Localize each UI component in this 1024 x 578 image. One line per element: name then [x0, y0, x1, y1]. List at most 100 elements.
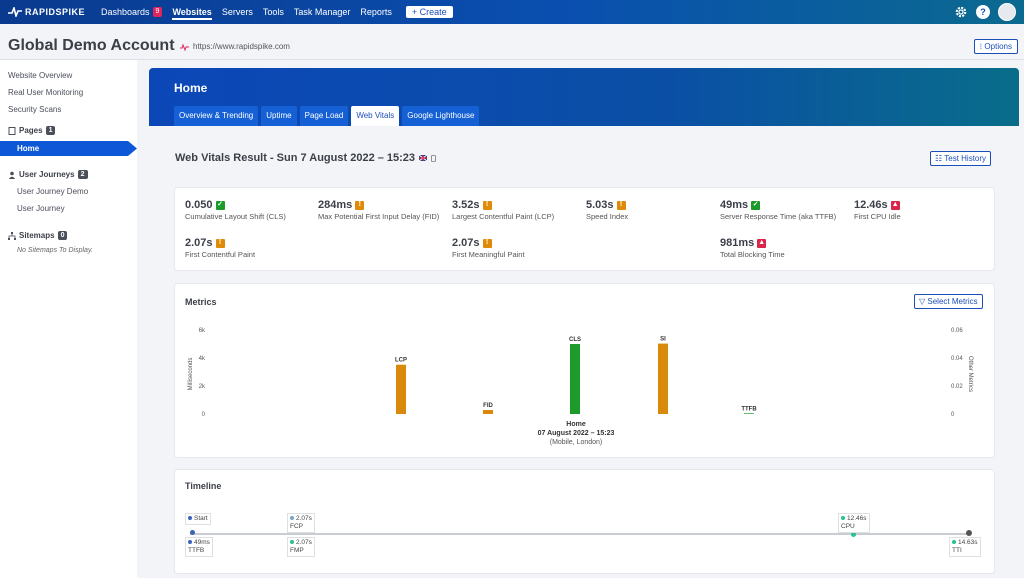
site-url[interactable]: https://www.rapidspike.com	[180, 42, 290, 51]
timeline-cpu-marker	[851, 532, 856, 537]
x-caption-location: (Mobile, London)	[550, 439, 603, 446]
vital-fcp-value: 2.07s	[185, 237, 213, 249]
sitemaps-label: Sitemaps	[19, 231, 55, 240]
y-tick-6k: 6k	[199, 328, 206, 334]
timeline-fmp-label: FMP	[290, 547, 304, 554]
help-icon[interactable]: ?	[976, 5, 990, 19]
uk-flag-icon	[419, 155, 428, 161]
select-metrics-button[interactable]: ▽ Select Metrics	[914, 294, 983, 309]
vital-si-label: Speed Index	[586, 212, 629, 221]
timeline-tti-marker	[966, 530, 972, 536]
vital-fmp-label: First Meaningful Paint	[452, 250, 525, 259]
create-button[interactable]: + Create	[405, 6, 453, 18]
user-avatar[interactable]	[998, 3, 1016, 21]
nav-dashboards[interactable]: Dashboards 9	[101, 7, 163, 17]
pages-count-badge: 1	[45, 126, 56, 135]
timeline-tti: 14.63s TTI	[949, 537, 981, 557]
vital-fid-value: 284ms	[318, 199, 353, 211]
sidebar-item-security-scans[interactable]: Security Scans	[8, 105, 62, 114]
timeline-ttfb-value: 49ms	[194, 539, 210, 546]
sidebar-section-sitemaps[interactable]: Sitemaps 0	[8, 231, 68, 240]
metrics-title: Metrics	[185, 297, 217, 307]
y-tick-0: 0	[202, 412, 206, 418]
vital-lcp-label: Largest Contentful Paint (LCP)	[452, 212, 555, 221]
bar-label-fid: FID	[483, 403, 493, 409]
nav-dashboards-label: Dashboards	[101, 7, 150, 17]
dashboards-count-badge: 9	[152, 7, 163, 17]
nav-servers[interactable]: Servers	[222, 7, 253, 17]
sidebar-item-user-journey-demo[interactable]: User Journey Demo	[17, 187, 89, 196]
alert-icon: ▲	[890, 200, 900, 210]
timeline-tti-value: 14.63s	[958, 539, 978, 546]
rapidspike-logo[interactable]: RAPIDSPIKE	[8, 7, 85, 17]
timeline-ttfb: 49ms TTFB	[185, 537, 213, 557]
sidebar-item-website-overview[interactable]: Website Overview	[8, 71, 73, 80]
bar-label-si: SI	[660, 337, 666, 343]
timeline-start: Start	[185, 513, 211, 525]
dot-icon	[290, 540, 294, 544]
page-header-panel: Home Overview & Trending Uptime Page Loa…	[149, 68, 1019, 126]
tab-google-lighthouse[interactable]: Google Lighthouse	[402, 106, 480, 126]
vital-speed-index: 5.03s! Speed Index	[586, 198, 714, 222]
metrics-card	[175, 284, 994, 457]
bar-fid[interactable]	[483, 410, 493, 414]
mobile-icon	[431, 154, 436, 162]
bar-ttfb[interactable]	[744, 413, 754, 414]
timeline-cpu-value: 12.46s	[847, 515, 867, 522]
nav-task-manager[interactable]: Task Manager	[294, 7, 351, 17]
bar-lcp[interactable]	[396, 364, 406, 414]
tab-page-load[interactable]: Page Load	[299, 106, 349, 126]
nav-websites[interactable]: Websites	[172, 7, 212, 20]
metrics-chart: 6k 4k 2k 0 0.06 0.04 0.02 0 Milliseconds…	[188, 328, 973, 446]
timeline-fcp: 2.07s FCP	[287, 513, 315, 533]
vital-ttfb-label: Server Response Time (aka TTFB)	[720, 212, 837, 221]
x-caption-date: 07 August 2022 – 15:23	[538, 430, 615, 437]
logo-icon	[8, 7, 22, 17]
nav-tools[interactable]: Tools	[263, 7, 284, 17]
sidebar-section-pages[interactable]: Pages 1	[8, 126, 56, 135]
y2-tick-0: 0	[951, 412, 955, 418]
y2-tick-002: 0.02	[951, 384, 963, 390]
bar-si[interactable]	[658, 343, 668, 414]
sidebar-item-real-user-monitoring[interactable]: Real User Monitoring	[8, 88, 84, 97]
nav-reports-label: Reports	[360, 7, 392, 17]
top-nav-bar: RAPIDSPIKE Dashboards 9 Websites Servers…	[0, 0, 1024, 24]
bar-label-ttfb: TTFB	[741, 406, 757, 412]
vital-tbt-value: 981ms	[720, 237, 755, 249]
test-history-button[interactable]: ☷ Test History	[930, 151, 992, 166]
sitemaps-empty-text: No Sitemaps To Display.	[17, 247, 93, 254]
tab-web-vitals[interactable]: Web Vitals	[351, 106, 400, 126]
y-tick-2k: 2k	[199, 384, 206, 390]
sitemap-icon	[8, 231, 16, 240]
tab-overview-trending[interactable]: Overview & Trending	[174, 106, 259, 126]
check-icon: ✓	[215, 200, 225, 210]
nav-tools-label: Tools	[262, 7, 284, 17]
user-journeys-count-badge: 2	[77, 170, 88, 179]
nav-reports[interactable]: Reports	[360, 7, 392, 17]
alert-icon: ▲	[757, 238, 767, 248]
vital-fid-label: Max Potential First Input Delay (FID)	[318, 212, 440, 221]
pulse-icon	[180, 43, 189, 51]
vital-tbt: 981ms ▲ Total Blocking Time	[720, 236, 850, 260]
y2-tick-006: 0.06	[951, 328, 963, 334]
sidebar-item-home[interactable]: Home	[0, 141, 137, 156]
warning-icon: !	[482, 200, 492, 210]
sidebar-item-user-journey[interactable]: User Journey	[17, 204, 65, 213]
gear-icon[interactable]	[954, 5, 968, 19]
dot-icon	[188, 516, 192, 520]
tab-uptime[interactable]: Uptime	[261, 106, 297, 126]
sidebar-section-user-journeys[interactable]: User Journeys 2	[8, 170, 88, 179]
warning-icon: !	[616, 200, 626, 210]
nav-servers-label: Servers	[221, 7, 253, 17]
options-button[interactable]: ⁝ Options	[973, 39, 1018, 54]
sidebar: Website Overview Real User Monitoring Se…	[0, 60, 137, 578]
vital-cls: 0.050 ✓ Cumulative Layout Shift (CLS)	[185, 198, 313, 222]
timeline-fcp-value: 2.07s	[296, 515, 312, 522]
logo-text: RAPIDSPIKE	[25, 7, 86, 17]
bar-cls[interactable]	[570, 344, 580, 414]
timeline-cpu: 12.46s CPU	[838, 513, 870, 533]
y2-axis-label: Other Metrics	[967, 356, 973, 392]
timeline-ttfb-label: TTFB	[188, 547, 205, 554]
tab-bar: Overview & Trending Uptime Page Load Web…	[174, 106, 480, 126]
page-icon	[8, 126, 16, 135]
